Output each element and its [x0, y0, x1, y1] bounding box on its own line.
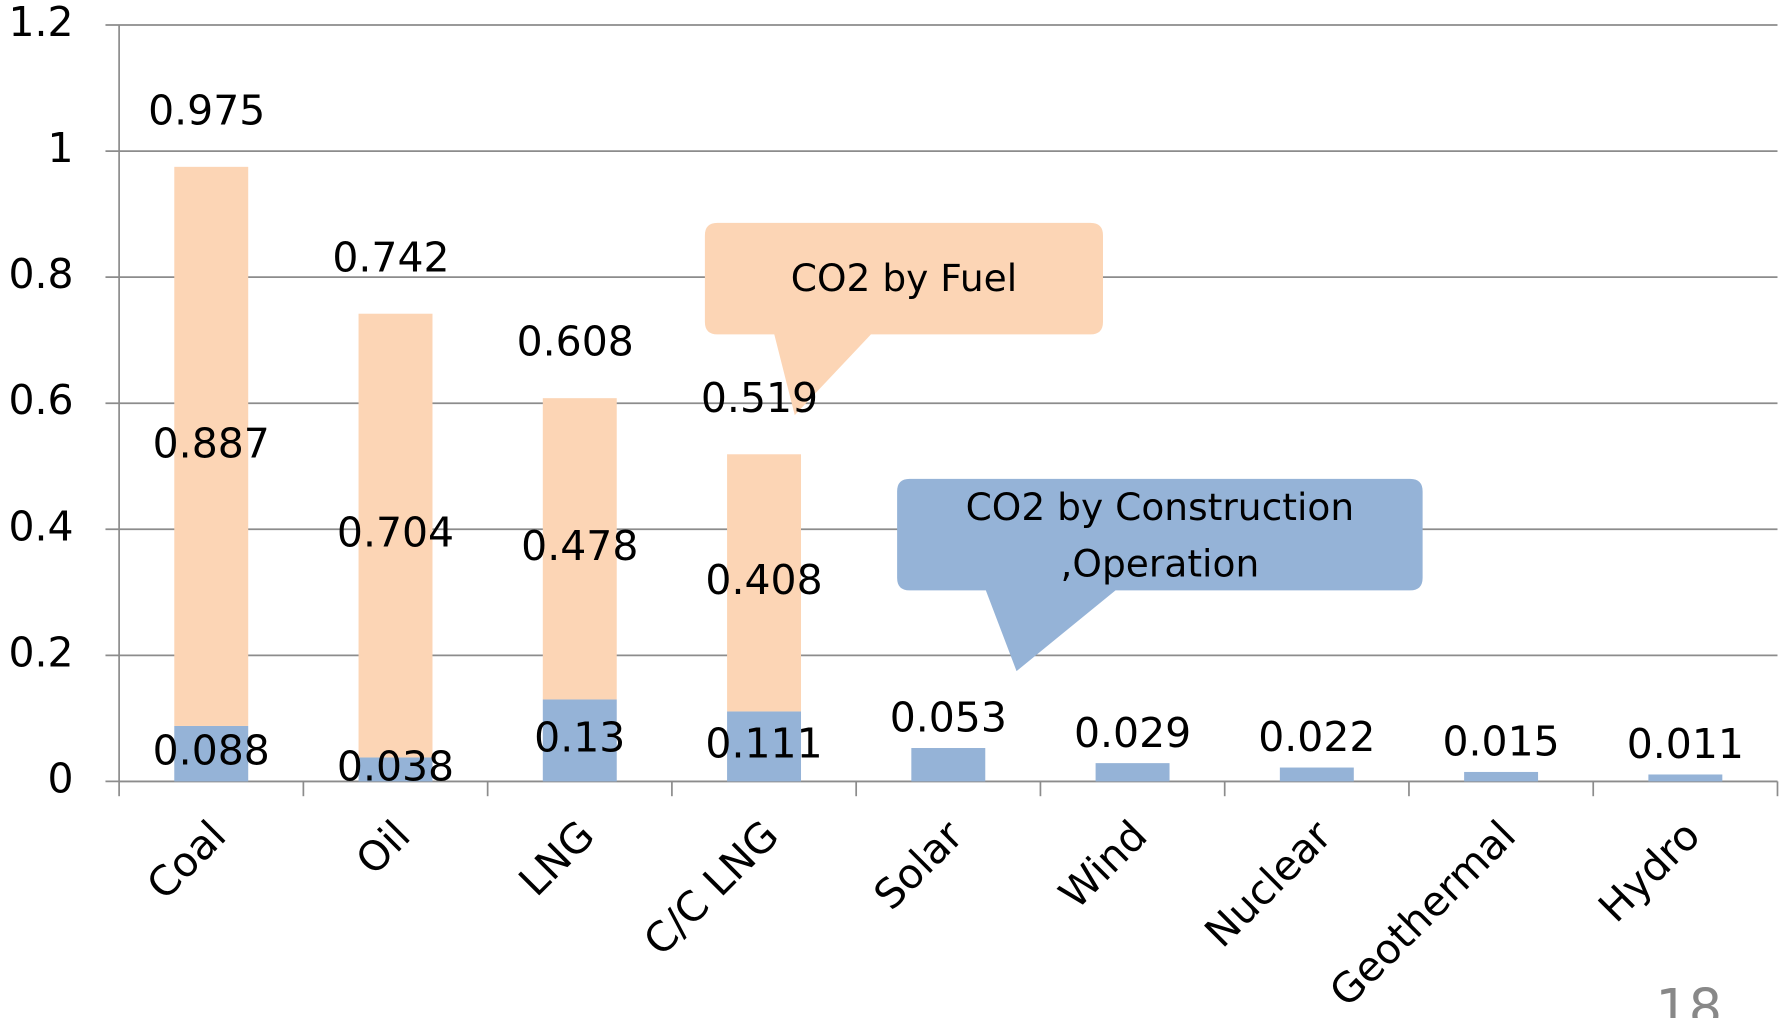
bar-segment [727, 454, 802, 712]
bar-segment [727, 711, 802, 782]
x-tick-label: C/C LNG [634, 811, 788, 965]
bar-segment [542, 699, 617, 782]
data-label: 0.13 [534, 713, 625, 761]
bars [174, 166, 1723, 782]
bar-segment [1464, 771, 1539, 782]
grid [105, 24, 1779, 797]
total-label: 0.519 [701, 374, 818, 422]
legend-label: CO2 by Fuel [790, 255, 1018, 301]
data-label: 0.015 [1442, 718, 1559, 766]
bar-segment [911, 748, 986, 782]
x-tick-label: Solar [865, 811, 973, 919]
data-label: 0.408 [705, 556, 822, 604]
y-tick-label: 0.2 [9, 628, 74, 676]
bar-segment [1095, 763, 1170, 782]
data-label: 0.704 [337, 509, 454, 557]
data-label: 0.088 [153, 727, 270, 775]
data-label: 0.022 [1258, 713, 1375, 761]
construction-legend: CO2 by Construction ,Operation [965, 484, 1355, 586]
page-number: 18 [1655, 978, 1722, 1018]
bar-segment [358, 757, 433, 782]
bar-segment [174, 166, 249, 726]
data-label: 0.038 [337, 742, 454, 790]
x-tick-label: Geothermal [1320, 811, 1525, 1016]
x-tick-label: LNG [510, 811, 604, 905]
bar-segment [1648, 774, 1723, 782]
x-tick-label: Wind [1050, 811, 1157, 918]
x-tick-label: Oil [347, 811, 420, 884]
x-tick-label: Nuclear [1195, 811, 1340, 956]
y-tick-label: 1.2 [9, 0, 74, 46]
labels: 0 0.2 0.4 0.6 0.8 1 1.2 0.088 0.887 0.975 Coal 0.03… [9, 0, 1744, 1016]
data-label: 0.053 [890, 694, 1007, 742]
total-label: 0.742 [332, 233, 449, 281]
bar-segment [174, 725, 249, 782]
x-tick-label: Coal [138, 811, 236, 909]
data-label: 0.111 [705, 719, 822, 767]
total-label: 0.975 [148, 86, 265, 134]
y-tick-label: 0 [48, 754, 74, 802]
data-label: 0.887 [153, 419, 270, 467]
fuel-legend: CO2 by Fuel [790, 255, 1018, 301]
legend-label: CO2 by Construction ,Operation [965, 484, 1355, 586]
data-label: 0.011 [1627, 720, 1744, 768]
y-tick-label: 0.4 [9, 502, 74, 550]
bar-segment [542, 398, 617, 700]
data-label: 0.029 [1074, 709, 1191, 757]
y-tick-label: 0.6 [9, 376, 74, 424]
bar-segment [1279, 767, 1354, 782]
x-tick-label: Hydro [1589, 811, 1709, 931]
y-tick-label: 1 [48, 124, 74, 172]
data-label: 0.478 [521, 522, 638, 570]
fuel-callout [704, 222, 1103, 416]
construction-callout [897, 478, 1423, 672]
total-label: 0.608 [517, 318, 634, 366]
bar-segment [358, 313, 433, 758]
y-tick-label: 0.8 [9, 250, 74, 298]
